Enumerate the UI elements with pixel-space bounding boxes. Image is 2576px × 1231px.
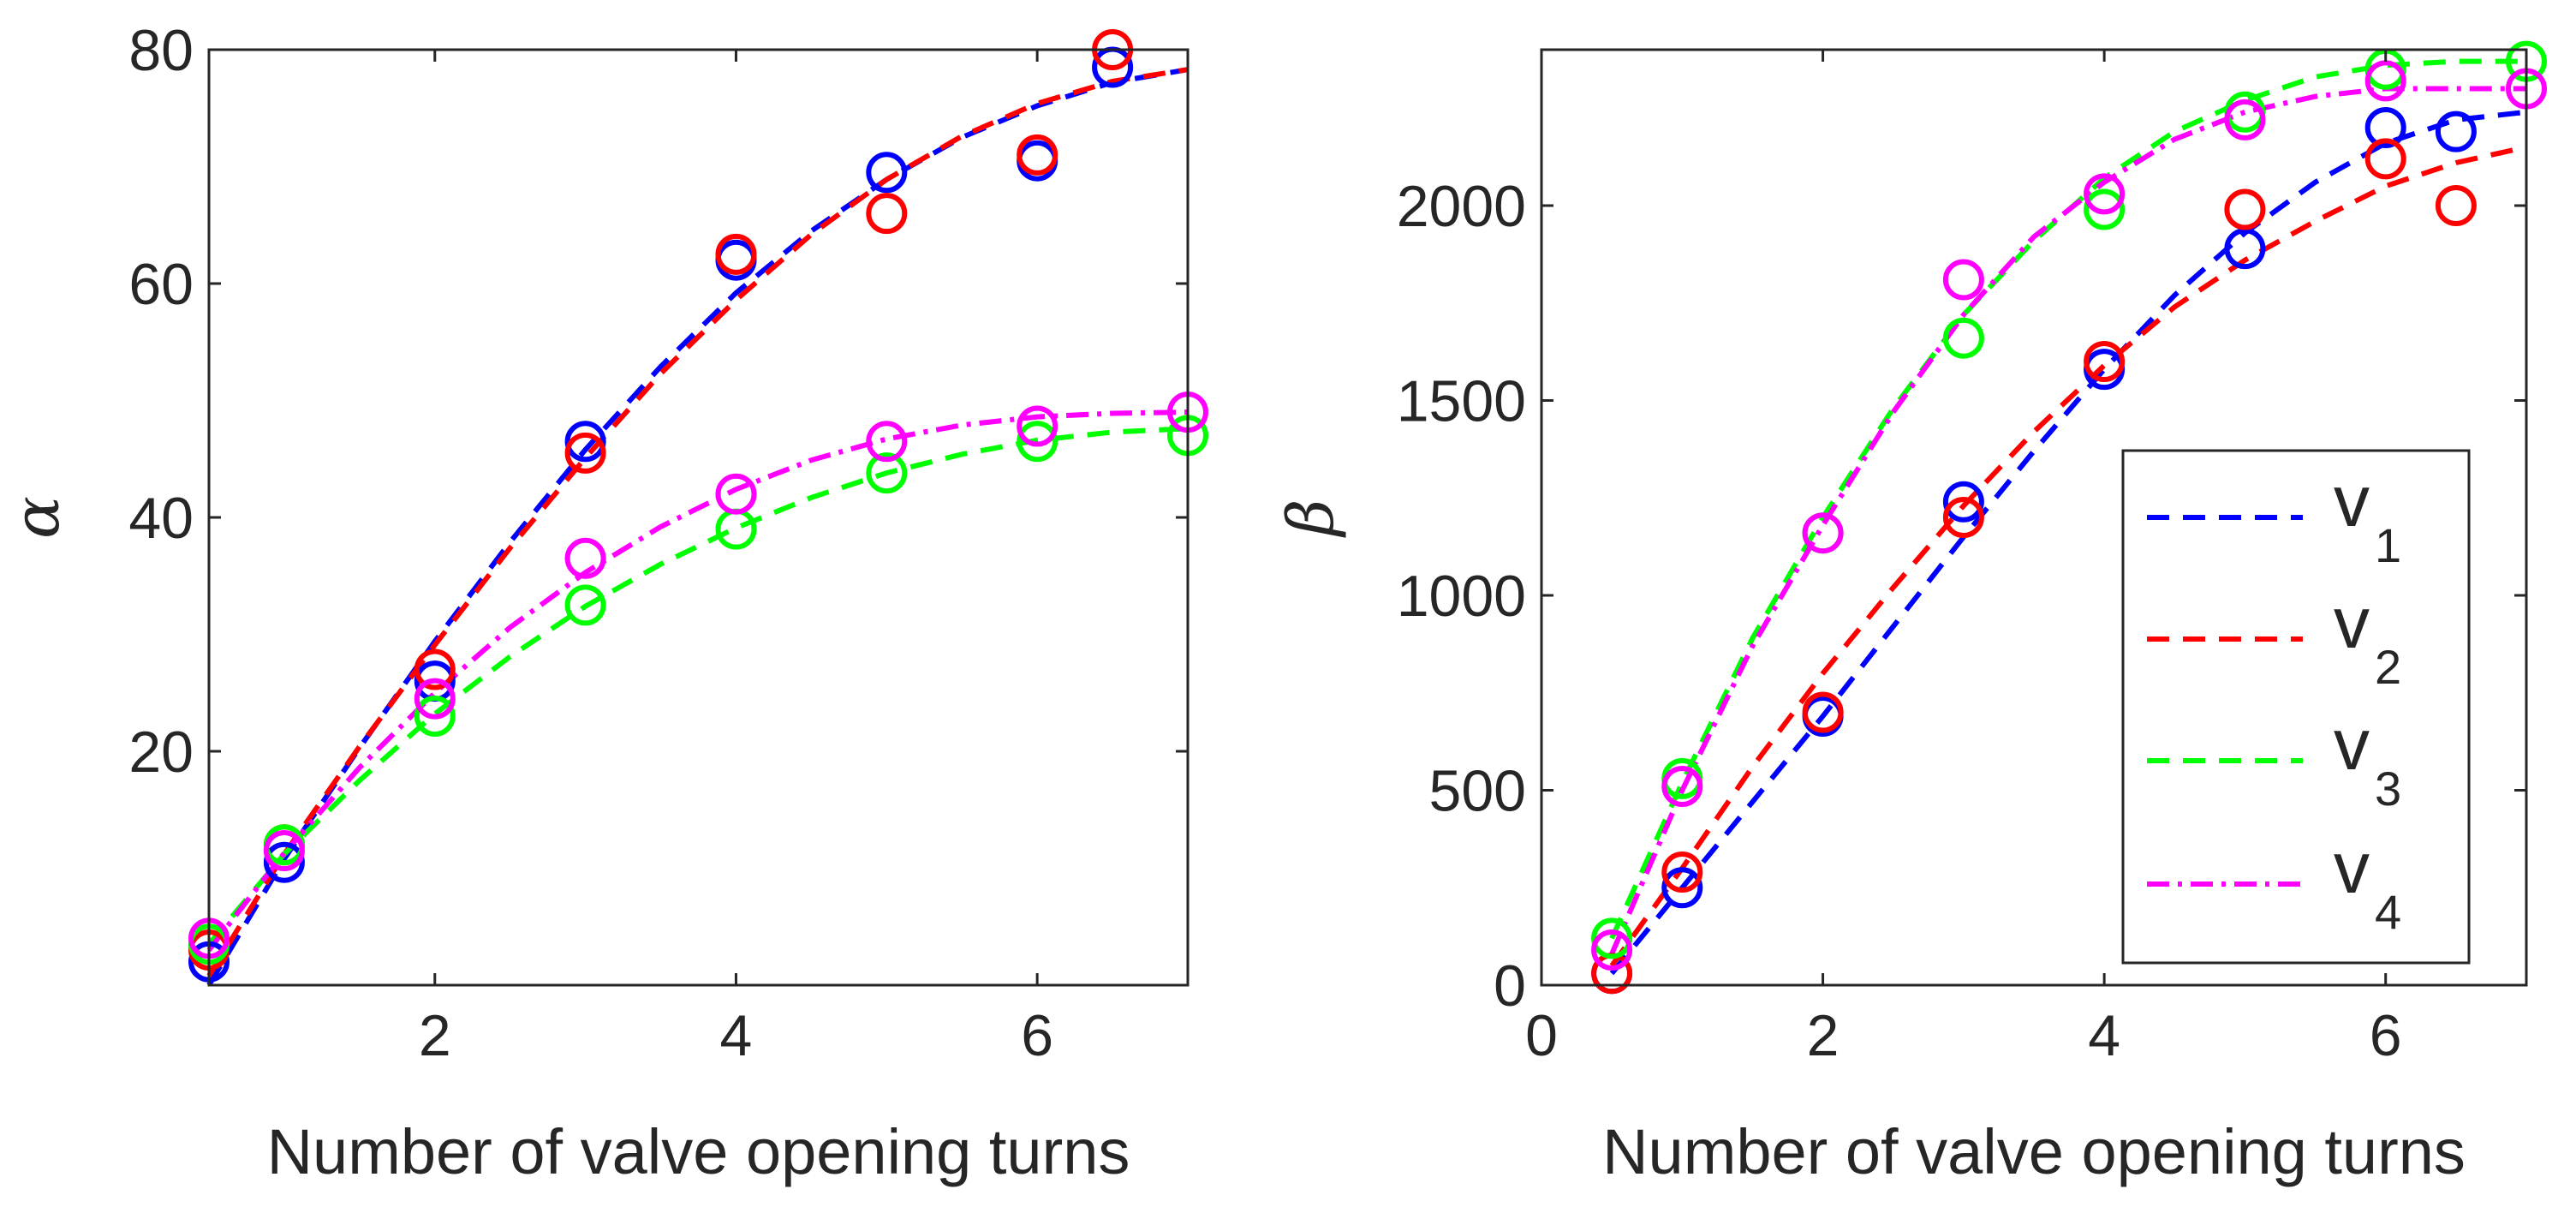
x-tick-label: 2	[419, 1003, 451, 1068]
data-point-v4-3	[564, 537, 606, 579]
data-point-v4-6	[2364, 60, 2406, 102]
data-point-v2-5	[2224, 188, 2266, 230]
y-tick-label: 2000	[1397, 174, 1526, 239]
axes-box	[207, 48, 1190, 987]
y-tick-label: 0	[1494, 953, 1526, 1019]
data-point-v4-4	[715, 473, 757, 515]
data-point-v2-1	[1661, 852, 1703, 893]
fit-line-v4	[1609, 86, 2526, 955]
data-point-v2-2	[414, 648, 456, 690]
data-point-v1-6	[2364, 107, 2406, 148]
beta-panel: 0 2 4 6 0 500 1000 1500 2000 Number of valve open…	[1274, 40, 2547, 1187]
data-point-v2-5	[866, 193, 908, 235]
data-point-v4-2	[1802, 512, 1844, 554]
data-point-v1-7	[2435, 111, 2477, 152]
data-point-v4-1	[1661, 766, 1703, 807]
y-tick-label: 80	[128, 18, 194, 83]
data-point-v4-6	[1017, 405, 1058, 447]
y-axis-title: α	[0, 496, 74, 539]
x-axis-title: Number of valve opening turns	[267, 1116, 1130, 1187]
fit-line-v2	[1609, 144, 2527, 968]
data-point-v2-7	[2435, 185, 2477, 226]
data-point-v4-2	[414, 678, 456, 720]
x-tick-label: 4	[720, 1003, 753, 1068]
data-point-v4-0	[1591, 929, 1633, 971]
x-tick-label: 6	[1021, 1003, 1053, 1068]
y-tick-label: 60	[128, 252, 194, 317]
data-point-v2-6	[2364, 138, 2406, 180]
data-point-v1-3	[564, 421, 606, 463]
data-point-v3-3	[564, 584, 606, 626]
data-point-v2-2	[1802, 691, 1844, 733]
x-axis-title: Number of valve opening turns	[1602, 1116, 2466, 1187]
fit-line-v1	[1609, 109, 2527, 976]
alpha-panel: 2 4 6 20 40 60 80 Number of valve opening turns…	[0, 18, 1208, 1187]
y-tick-label: 1000	[1397, 564, 1526, 629]
data-point-v1-1	[263, 841, 305, 883]
x-tick-label: 2	[1807, 1003, 1840, 1068]
data-point-v2-3	[1942, 497, 1984, 538]
y-tick-label: 1500	[1397, 369, 1526, 434]
y-axis-title: β	[1274, 499, 1348, 539]
data-point-v2-3	[564, 432, 606, 474]
data-point-v4-1	[263, 830, 305, 871]
y-tick-label: 20	[128, 720, 194, 785]
data-point-v2-4	[715, 233, 757, 275]
fit-line-v2	[206, 67, 1189, 977]
legend-box	[2121, 449, 2471, 965]
y-tick-label: 500	[1429, 759, 1526, 824]
data-point-v2-6	[1017, 134, 1058, 176]
x-tick-label: 4	[2088, 1003, 2120, 1068]
data-point-v1-5	[2224, 228, 2266, 270]
data-point-v4-3	[1942, 259, 1984, 301]
axes-box	[1540, 48, 2528, 987]
x-tick-label: 6	[2370, 1003, 2402, 1068]
data-point-v1-3	[1942, 481, 1984, 523]
data-point-v4-4	[2084, 173, 2126, 215]
data-point-v3-0	[1591, 917, 1633, 959]
data-point-v3-2	[414, 696, 456, 737]
data-point-v3-4	[2084, 188, 2126, 230]
data-point-v3-5	[866, 452, 908, 494]
data-point-v1-1	[1661, 867, 1703, 909]
data-point-v3-3	[1942, 317, 1984, 359]
data-point-v2-4	[2084, 341, 2126, 382]
data-point-v3-4	[715, 508, 757, 550]
fit-line-v3	[206, 426, 1189, 947]
fit-line-v1	[206, 67, 1189, 987]
x-tick-label: 0	[1525, 1003, 1558, 1068]
data-point-v4-5	[866, 421, 908, 463]
y-tick-label: 40	[128, 486, 194, 551]
data-point-v4-5	[2224, 99, 2266, 140]
fit-line-v4	[206, 409, 1189, 952]
data-point-v1-5	[866, 152, 908, 194]
data-point-v3-6	[1017, 421, 1058, 463]
